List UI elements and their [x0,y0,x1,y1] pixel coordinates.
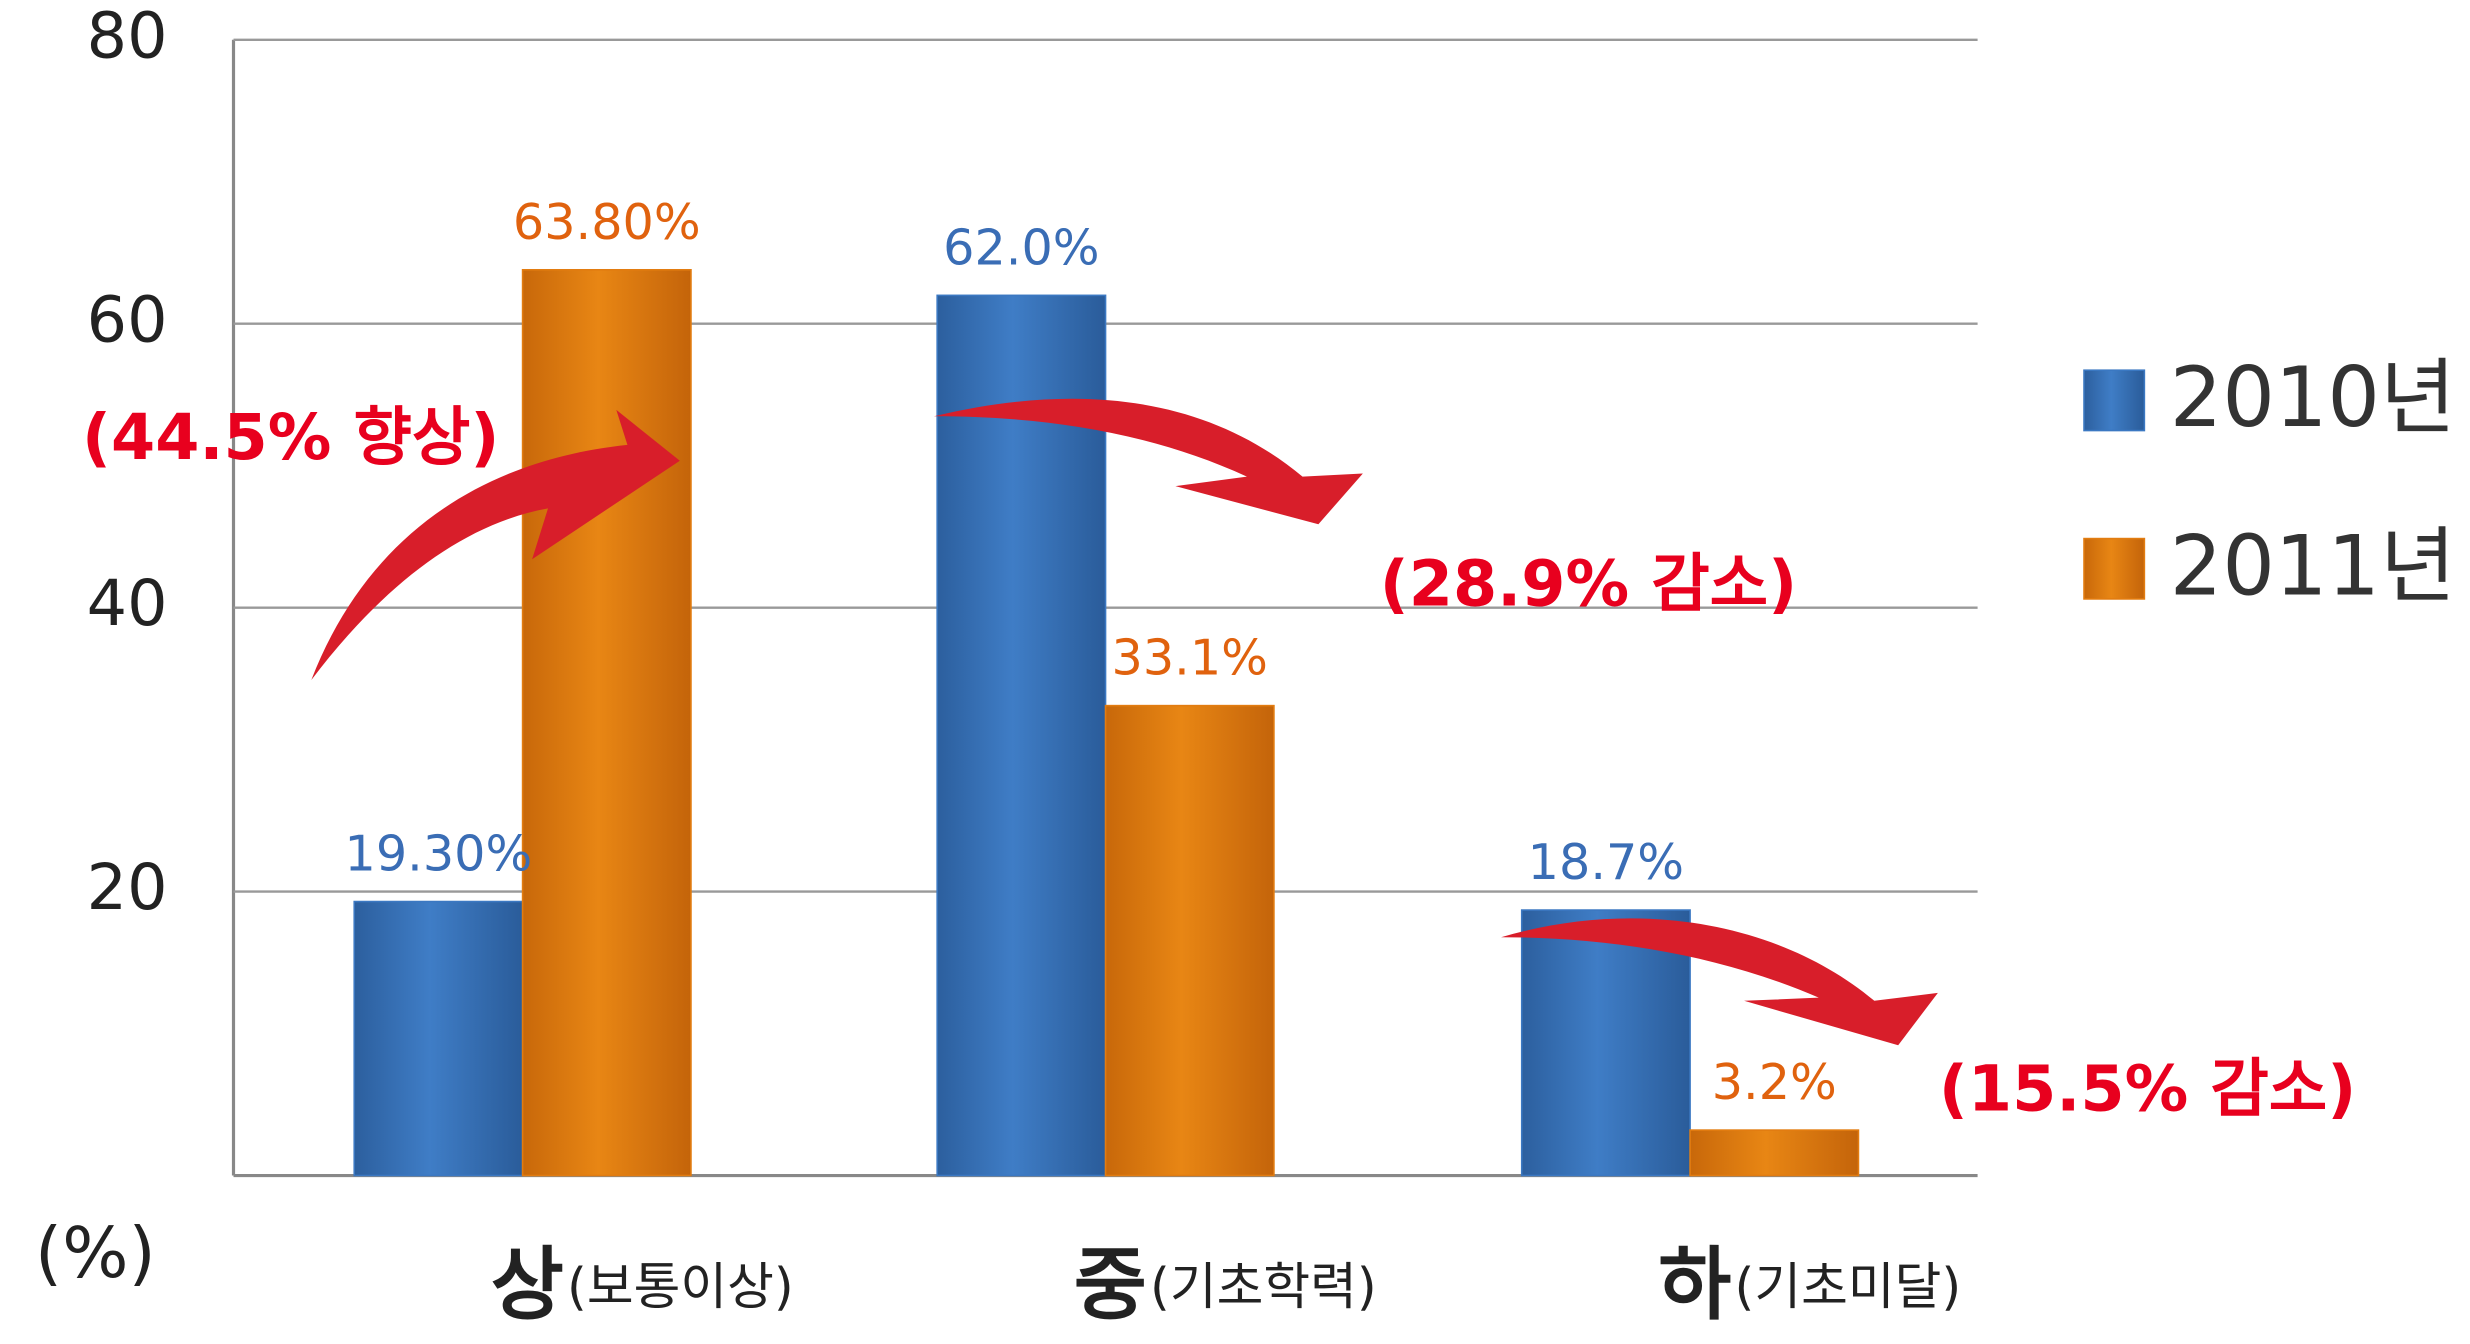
value-label: 18.7% [1528,833,1684,891]
bar [1520,909,1691,1177]
y-unit-label: (%) [35,1213,156,1294]
x-tick-label: 상(보통이상) [491,1238,794,1331]
arrow-down [1501,918,1938,1046]
x-tick-label: 하(기초미달) [1658,1238,1961,1331]
bar [936,294,1107,1177]
annotation: (15.5% 감소) [1939,1051,2356,1125]
category-note: (기초학력) [1150,1257,1377,1316]
y-tick-label: 40 [87,566,168,640]
value-label: 63.80% [513,193,701,251]
value-label: 33.1% [1112,629,1268,687]
arrow-down [933,398,1363,525]
annotation: (44.5% 향상) [82,400,499,474]
legend-swatch [2083,369,2146,432]
bar [521,268,692,1177]
category-note: (기초미달) [1735,1257,1962,1316]
value-label: 19.30% [345,825,533,883]
annotation: (28.9% 감소) [1380,546,1797,620]
category: 하 [1658,1238,1731,1331]
y-tick-label: 80 [87,0,168,72]
category: 상 [491,1238,564,1331]
bar [1104,704,1275,1177]
value-label: 3.2% [1712,1053,1837,1111]
category-note: (보통이상) [567,1257,794,1316]
legend-label: 2011년 [2170,518,2456,614]
legend-swatch [2083,537,2146,600]
legend-label: 2010년 [2170,350,2456,446]
category: 중 [1074,1238,1147,1331]
arrow-up [311,409,680,680]
y-tick-label: 60 [87,282,168,356]
bar [1689,1129,1860,1177]
y-tick-label: 20 [87,850,168,924]
bar [353,900,524,1177]
arrows [311,398,1938,1046]
value-label: 62.0% [943,218,1099,276]
x-tick-label: 중(기초학력) [1074,1238,1377,1331]
